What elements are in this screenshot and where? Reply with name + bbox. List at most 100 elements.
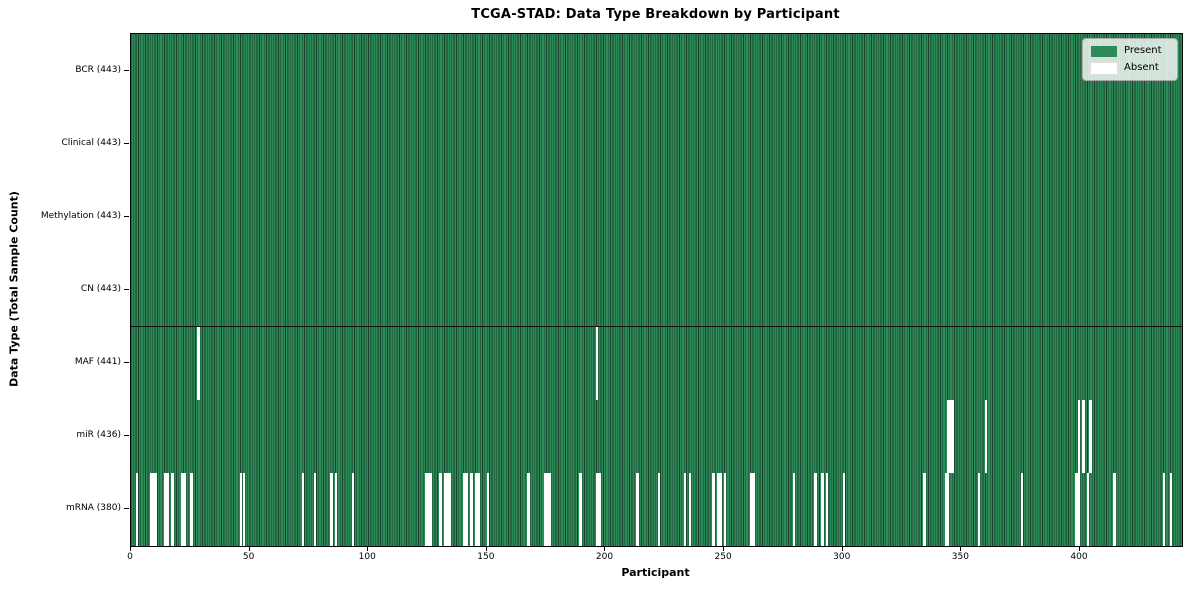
- absent-stripe: [792, 472, 796, 546]
- x-tick-mark: [604, 547, 606, 551]
- y-tick-mark: [124, 289, 129, 290]
- absent-stripe: [197, 326, 200, 400]
- x-tick-mark: [960, 547, 962, 551]
- y-tick-label-CN: CN (443): [80, 284, 121, 294]
- heatmap-row-CN: [131, 253, 1182, 328]
- absent-stripe: [183, 472, 186, 546]
- absent-stripe: [240, 472, 243, 546]
- heatmap-row-miR: [131, 399, 1182, 474]
- x-tick-mark: [723, 547, 725, 551]
- absent-stripe: [688, 472, 691, 546]
- x-tick-label: 150: [477, 552, 495, 562]
- absent-stripe: [429, 472, 433, 546]
- legend-item-present: Present: [1091, 45, 1169, 57]
- x-tick-mark: [248, 547, 250, 551]
- absent-swatch-icon: [1090, 61, 1118, 75]
- absent-stripe: [579, 472, 582, 546]
- y-tick-label-BCR: BCR (443): [75, 64, 121, 75]
- absent-stripe: [180, 472, 184, 546]
- absent-stripe: [335, 472, 338, 546]
- absent-stripe: [135, 472, 139, 546]
- absent-stripe: [486, 472, 490, 546]
- plot-area: [130, 33, 1183, 547]
- absent-stripe: [951, 399, 955, 473]
- absent-stripe: [657, 472, 661, 546]
- absent-stripe: [475, 472, 478, 546]
- present-swatch-icon: [1091, 45, 1117, 57]
- absent-stripe: [683, 472, 687, 546]
- absent-stripe: [313, 472, 317, 546]
- x-tick-mark: [841, 547, 843, 551]
- y-tick-mark: [124, 508, 129, 510]
- absent-stripe: [596, 472, 599, 546]
- x-tick-mark: [367, 547, 369, 551]
- absent-stripe: [171, 472, 174, 546]
- absent-stripe: [166, 472, 169, 546]
- absent-stripe: [543, 472, 547, 546]
- heatmap-grid: [131, 34, 1182, 546]
- absent-stripe: [548, 472, 551, 546]
- absent-stripe: [821, 472, 824, 546]
- absent-stripe: [977, 472, 981, 546]
- absent-stripe: [712, 472, 715, 546]
- x-tick-mark: [485, 547, 487, 551]
- absent-stripe: [944, 472, 948, 546]
- absent-stripe: [1020, 472, 1024, 546]
- absent-stripe: [949, 399, 952, 473]
- absent-stripe: [842, 472, 846, 546]
- absent-stripe: [598, 472, 601, 546]
- heatmap-row-Methylation: [131, 180, 1182, 255]
- y-tick-label-mRNA: mRNA (380): [66, 503, 121, 514]
- absent-stripe: [752, 472, 755, 546]
- x-tick-label: 350: [951, 552, 969, 562]
- absent-stripe: [923, 472, 926, 546]
- legend: Present Absent: [1082, 38, 1178, 81]
- absent-stripe: [465, 472, 468, 546]
- absent-stripe: [149, 472, 153, 546]
- absent-stripe: [546, 472, 549, 546]
- x-tick-label: 0: [127, 552, 133, 562]
- absent-stripe: [446, 472, 449, 546]
- absent-stripe: [444, 472, 447, 546]
- absent-stripe: [527, 472, 530, 546]
- y-tick-mark: [124, 362, 129, 364]
- absent-stripe: [1077, 472, 1080, 546]
- y-axis-label: Data Type (Total Sample Count): [7, 191, 21, 387]
- absent-stripe: [477, 472, 480, 546]
- absent-stripe: [1077, 399, 1080, 473]
- heatmap-row-mRNA: [131, 472, 1182, 546]
- x-axis-label: Participant: [621, 566, 690, 579]
- y-tick-label-MAF: MAF (441): [74, 357, 121, 368]
- y-tick-mark: [124, 142, 129, 144]
- absent-stripe: [985, 399, 988, 473]
- y-tick-label-miR: miR (436): [76, 430, 121, 441]
- x-tick-label: 400: [1070, 552, 1088, 562]
- x-tick-mark: [1078, 547, 1080, 551]
- heatmap-row-Clinical: [131, 107, 1182, 182]
- absent-stripe: [425, 472, 428, 546]
- absent-stripe: [1082, 399, 1085, 473]
- y-tick-label-Methylation: Methylation (443): [40, 210, 121, 221]
- absent-stripe: [427, 472, 430, 546]
- absent-stripe: [330, 472, 333, 546]
- absent-stripe: [1163, 472, 1166, 546]
- x-tick-mark: [130, 547, 131, 551]
- chart-title: TCGA-STAD: Data Type Breakdown by Partic…: [471, 7, 840, 22]
- legend-item-absent: Absent: [1090, 61, 1169, 75]
- absent-stripe: [1113, 472, 1116, 546]
- y-tick-mark: [124, 69, 129, 71]
- absent-stripe: [470, 472, 473, 546]
- absent-stripe: [716, 472, 720, 546]
- absent-stripe: [154, 472, 158, 546]
- absent-stripe: [947, 399, 950, 473]
- heatmap-row-MAF: [131, 326, 1182, 401]
- legend-label-present: Present: [1124, 45, 1162, 56]
- absent-stripe: [1075, 472, 1078, 546]
- x-tick-label: 100: [358, 552, 376, 562]
- absent-stripe: [351, 472, 354, 546]
- absent-stripe: [448, 472, 452, 546]
- absent-stripe: [463, 472, 466, 546]
- absent-stripe: [826, 472, 829, 546]
- absent-stripe: [1089, 399, 1092, 473]
- absent-stripe: [1170, 472, 1173, 546]
